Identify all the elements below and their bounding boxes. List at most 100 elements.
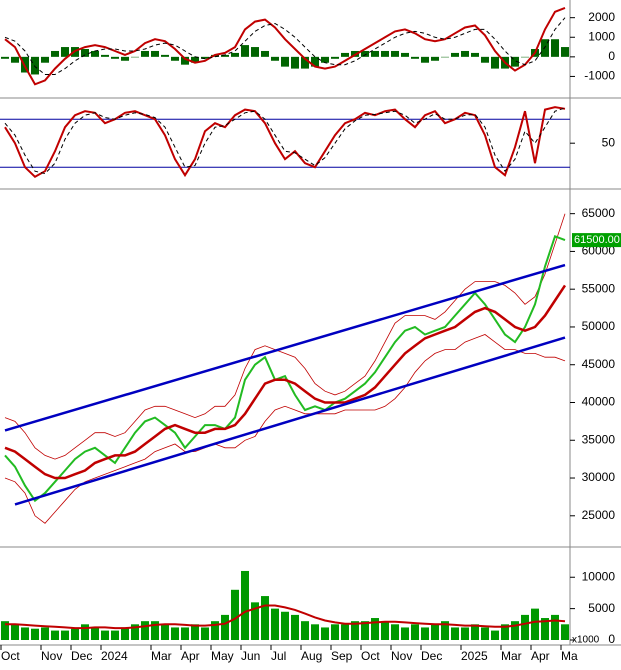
bar (321, 627, 329, 640)
bar (551, 614, 559, 640)
bar (491, 630, 499, 640)
x-tick-label: Oct (361, 649, 380, 663)
bar (41, 56, 49, 63)
x-tick-label: Jun (241, 649, 260, 663)
y-tick-label: 0 (608, 632, 615, 646)
bar (221, 614, 229, 640)
bar (241, 570, 249, 640)
x-tick-label: 2024 (101, 649, 128, 663)
bar (391, 624, 399, 640)
bar (171, 56, 179, 61)
y-tick-label: 55000 (582, 281, 616, 295)
bar (441, 621, 449, 640)
bar (81, 49, 89, 57)
bar (511, 56, 519, 67)
bar (461, 50, 469, 57)
bar (191, 56, 199, 63)
bar (471, 624, 479, 640)
bar (121, 56, 129, 61)
bar (521, 614, 529, 640)
bar (371, 618, 379, 640)
bar (161, 54, 169, 57)
x-tick-label: Sep (331, 649, 353, 663)
bar (411, 624, 419, 640)
bar (371, 50, 379, 57)
bar (101, 54, 109, 57)
bar (551, 39, 559, 57)
y-tick-label: 40000 (582, 395, 616, 409)
bar (51, 50, 59, 57)
series-line (5, 604, 566, 630)
bar (561, 47, 569, 57)
y-tick-label: 0 (608, 49, 615, 63)
bar (181, 627, 189, 640)
series-line (4, 107, 566, 175)
bar (541, 39, 549, 57)
bar (31, 56, 39, 75)
unit-label: x1000 (572, 635, 600, 646)
bar (471, 52, 479, 57)
bar (531, 608, 539, 640)
bar (11, 624, 19, 640)
bar (411, 56, 419, 59)
bar (391, 50, 399, 57)
x-tick-label: May (211, 649, 234, 663)
bar (161, 624, 169, 640)
bar (71, 628, 79, 640)
y-tick-label: 1000 (588, 29, 615, 43)
channel-line (14, 336, 566, 506)
y-tick-label: -1000 (584, 69, 615, 83)
bar (151, 50, 159, 57)
bar (421, 56, 429, 63)
y-tick-label: 60000 (582, 244, 616, 258)
bar (51, 630, 59, 640)
bar (561, 624, 569, 640)
bar (251, 602, 259, 640)
x-tick-label: Apr (531, 649, 550, 663)
bar (341, 52, 349, 57)
bar (111, 630, 119, 640)
x-tick-label: Nov (41, 649, 62, 663)
bar (261, 596, 269, 640)
bar (141, 621, 149, 640)
bar (181, 56, 189, 65)
bar (41, 627, 49, 640)
x-tick-label: Ma (561, 649, 578, 663)
bar (151, 621, 159, 640)
x-tick-label: Apr (181, 649, 200, 663)
bar (61, 630, 69, 640)
y-tick-label: 2000 (588, 10, 615, 24)
y-tick-label: 25000 (582, 508, 616, 522)
series-line (4, 6, 566, 86)
bar (271, 56, 279, 61)
bar (231, 52, 239, 57)
x-tick-label: Nov (391, 649, 412, 663)
bar (481, 56, 489, 63)
y-tick-label: 5000 (588, 601, 615, 615)
y-tick-label: 45000 (582, 357, 616, 371)
bar (231, 589, 239, 640)
bar (201, 56, 209, 59)
bar (251, 47, 259, 57)
bar (401, 627, 409, 640)
bar (121, 627, 129, 640)
bar (281, 611, 289, 640)
bar (311, 56, 319, 67)
x-tick-label: 2025 (461, 649, 488, 663)
last-price-box (572, 233, 621, 248)
bar (261, 50, 269, 57)
bar (341, 624, 349, 640)
y-tick-label: 50 (602, 135, 616, 149)
bar (451, 52, 459, 57)
y-tick-label: 65000 (582, 206, 616, 220)
bar (1, 621, 9, 640)
bar (21, 627, 29, 640)
x-tick-label: Mar (501, 649, 522, 663)
y-tick-label: 10000 (582, 569, 616, 583)
bar (211, 621, 219, 640)
bar (511, 621, 519, 640)
y-tick-label: 30000 (582, 470, 616, 484)
y-tick-label: 35000 (582, 432, 616, 446)
